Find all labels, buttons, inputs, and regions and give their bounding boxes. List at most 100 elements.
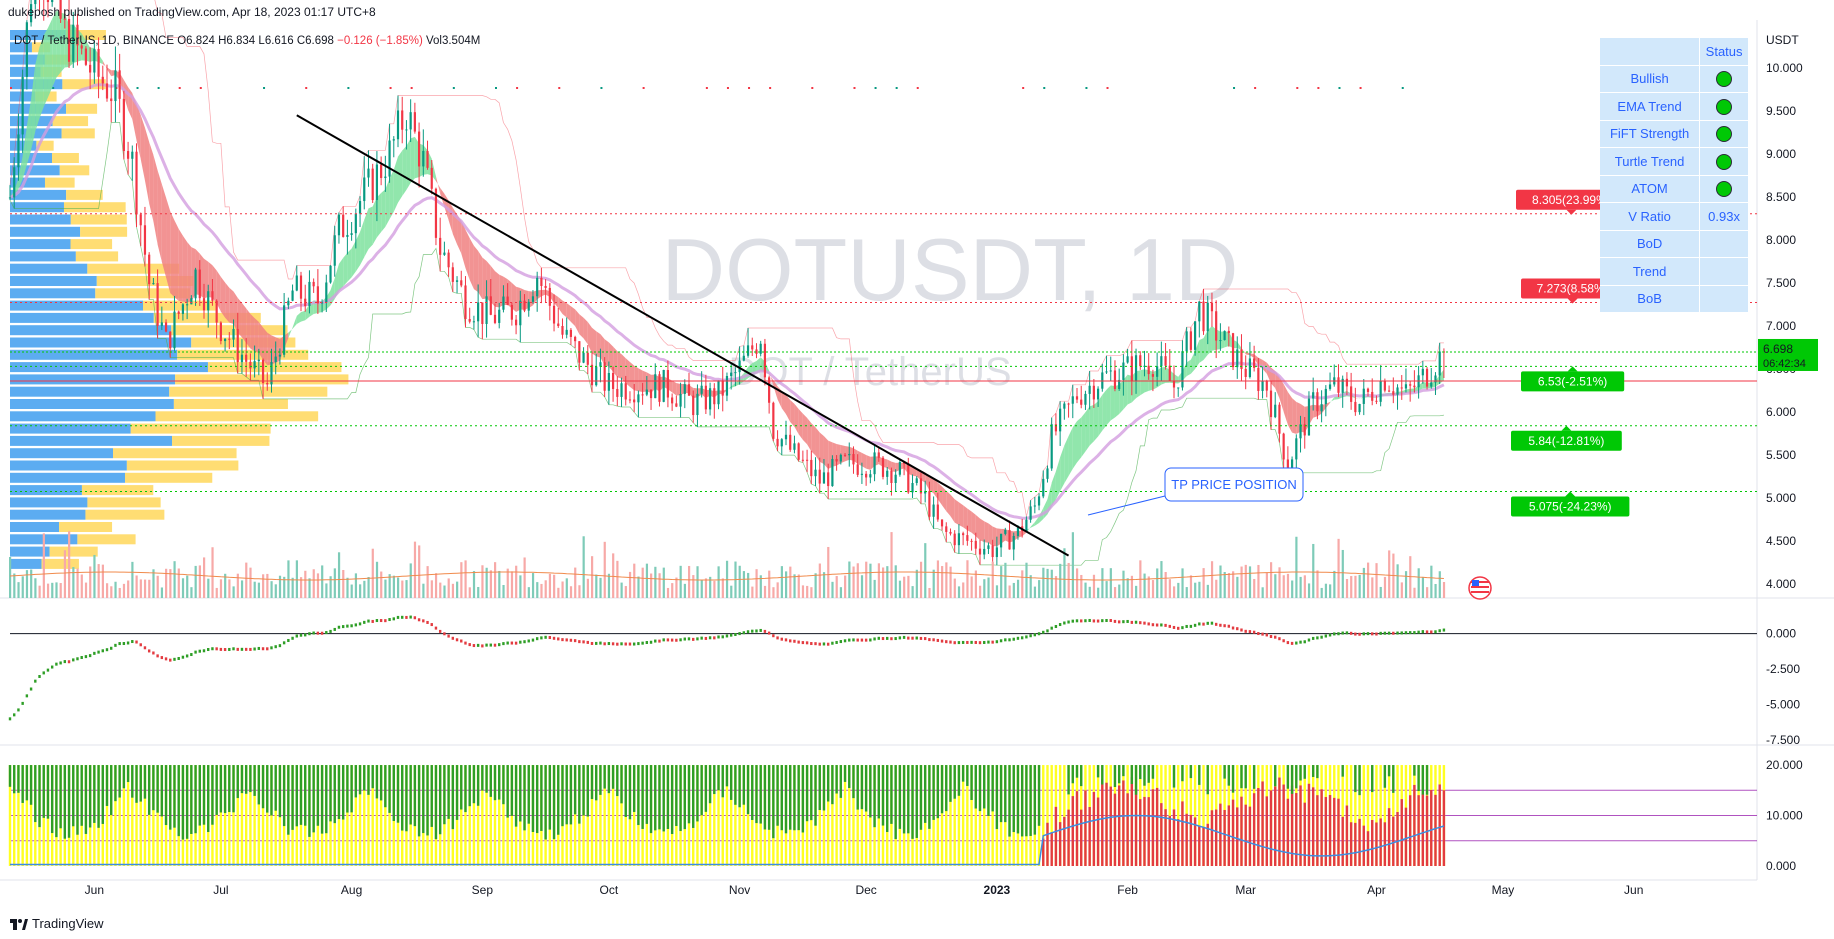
ema-cloud-segment [1245, 352, 1250, 356]
osc-dot [970, 640, 973, 644]
indicator-bar [523, 765, 526, 831]
candle [544, 285, 547, 288]
candle [249, 361, 252, 369]
osc-dot [670, 638, 674, 642]
indicator-bar [1383, 765, 1387, 788]
status-row: V Ratio 0.93x [1600, 202, 1748, 231]
ema-cloud-segment [735, 378, 740, 387]
indicator-bar [1303, 802, 1306, 866]
osc-dot [185, 654, 189, 658]
candle [89, 64, 92, 73]
indicator-bar [843, 765, 847, 782]
indicator-bar [1274, 786, 1277, 866]
candle [628, 399, 632, 401]
profile-bar [10, 214, 71, 225]
candle [477, 302, 480, 322]
ema-cloud-segment [613, 346, 618, 378]
osc-dot [1299, 640, 1302, 644]
volume-bar [139, 579, 142, 598]
candle [658, 374, 661, 402]
candle [907, 463, 910, 493]
volume-bar [974, 570, 977, 598]
indicator-bar [1371, 765, 1374, 866]
volume-bar [709, 576, 712, 598]
price-tag-label: 8.305(23.99%) [1532, 193, 1611, 207]
indicator-bar [34, 765, 37, 823]
osc-dot [595, 641, 598, 645]
indicator-bar [1375, 765, 1378, 866]
volume-bar [397, 577, 400, 598]
volume-bar [595, 574, 598, 598]
indicator-bar [384, 765, 387, 808]
ema-cloud-segment [406, 138, 411, 190]
profile-bar [85, 509, 165, 520]
status-value: 0.93x [1699, 202, 1748, 231]
volume-bar [924, 543, 927, 598]
indicator-bar [468, 765, 471, 866]
candle [84, 48, 88, 65]
volume-bar [696, 566, 699, 598]
candle [687, 384, 691, 396]
volume-bar [240, 580, 244, 598]
osc-dot [1337, 632, 1340, 636]
indicator-bar [105, 765, 109, 806]
osc-dot [164, 657, 168, 661]
candle [852, 453, 855, 465]
oscillator-pane: 0.000-2.500-5.000-7.500 [8, 615, 1800, 747]
volume-bar [274, 584, 277, 598]
profile-bar [49, 546, 98, 557]
indicator-bar [13, 765, 16, 866]
osc-dot [363, 620, 366, 624]
osc-dot [1185, 624, 1188, 628]
price-tag-pointer [1561, 425, 1572, 431]
indicator-bar [1379, 818, 1382, 866]
osc-dot [1345, 631, 1349, 635]
indicator-bar [818, 765, 821, 811]
osc-dot [173, 657, 176, 661]
volume-bar [118, 587, 121, 598]
osc-dot [818, 642, 821, 646]
indicator-bar [135, 765, 138, 803]
indicator-bar [1248, 806, 1252, 866]
tradingview-logo[interactable]: TradingView [10, 916, 104, 931]
candle [1075, 396, 1079, 400]
candle [548, 287, 551, 306]
signal-dot [1359, 87, 1362, 89]
legend-close: C6.698 [296, 35, 334, 47]
ema-cloud-segment [1207, 326, 1212, 355]
osc-dot [422, 619, 425, 623]
volume-bar [346, 577, 349, 598]
indicator-bar [358, 765, 362, 866]
osc-dot [915, 636, 918, 640]
osc-dot [810, 642, 813, 646]
volume-bar [460, 562, 463, 598]
candle [1164, 356, 1167, 366]
indicator-bar [1299, 785, 1302, 866]
osc-dot [645, 641, 649, 645]
indicator-bar [460, 765, 463, 866]
volume-bar [932, 569, 935, 598]
time-tick-label: Feb [1117, 883, 1138, 897]
profile-bar [77, 534, 136, 545]
indicator-bar [1252, 793, 1256, 866]
candle [1354, 401, 1357, 413]
indicator-bar [472, 765, 476, 804]
volume-bar [1118, 584, 1121, 598]
legend-symbol[interactable]: DOT / TetherUS, 1D, BINANCE [14, 35, 174, 47]
candle [1134, 355, 1138, 381]
candle [519, 300, 522, 326]
indicator-bar [713, 765, 716, 866]
profile-bar [66, 189, 103, 200]
osc-dot [506, 641, 509, 645]
osc-dot [1155, 623, 1159, 627]
ema-cloud-segment [364, 208, 369, 258]
indicator-bar [928, 765, 931, 829]
indicator-bar [514, 765, 518, 827]
indicator-bar [1071, 765, 1074, 784]
volume-bar [1265, 572, 1268, 598]
indicator-bar [974, 765, 977, 809]
osc-dot [599, 641, 602, 645]
osc-dot [207, 648, 210, 652]
volume-bar [173, 561, 176, 598]
osc-dot [1438, 629, 1441, 633]
